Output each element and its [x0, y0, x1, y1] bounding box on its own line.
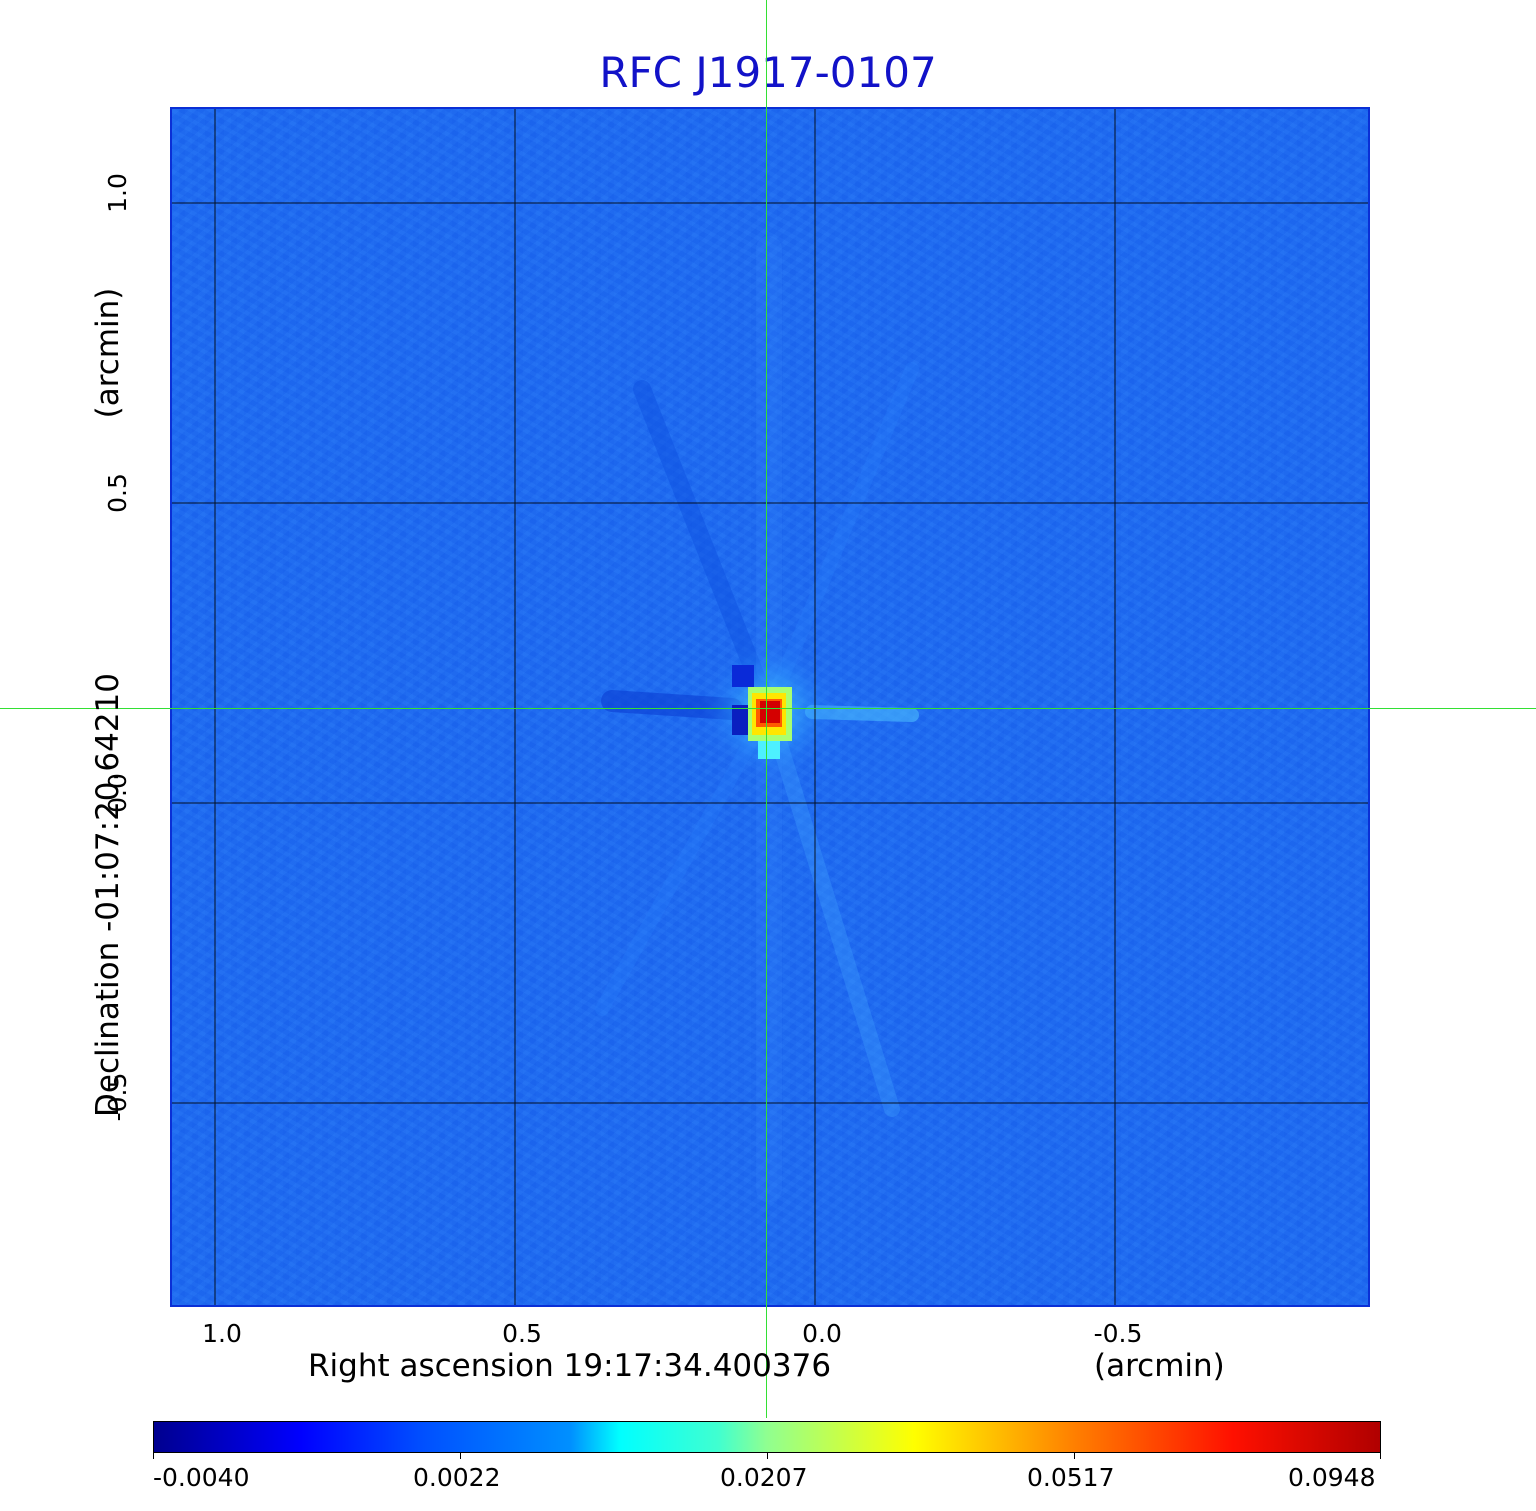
colorbar [153, 1421, 1381, 1453]
x-tick-label: 0.0 [802, 1319, 842, 1348]
coordinate-grid [172, 109, 1368, 1305]
x-tick-label: 0.5 [502, 1319, 542, 1348]
crosshair-vertical [766, 0, 767, 1418]
colorbar-label: 0.0207 [720, 1463, 808, 1492]
y-tick-label: 1.0 [103, 173, 132, 213]
x-axis-unit: (arcmin) [1094, 1348, 1225, 1384]
x-tick-label: 1.0 [202, 1319, 242, 1348]
colorbar-tick [460, 1453, 461, 1459]
colorbar-label: 0.0948 [1288, 1463, 1376, 1492]
image-title: RFC J1917-0107 [599, 48, 937, 97]
colorbar-tick [767, 1453, 768, 1459]
crosshair-horizontal [0, 708, 1536, 709]
colorbar-label: 0.0517 [1027, 1463, 1115, 1492]
x-tick-label: -0.5 [1093, 1319, 1143, 1348]
y-axis-unit: (arcmin) [90, 287, 126, 419]
y-tick-label: 0.5 [103, 473, 132, 513]
map-overlay [172, 109, 1368, 1305]
colorbar-label: -0.0040 [153, 1463, 250, 1492]
y-axis-label: Declination -01:07:20.64210 [90, 673, 126, 1117]
x-axis-label: Right ascension 19:17:34.400376 [308, 1348, 832, 1384]
colorbar-label: 0.0022 [413, 1463, 501, 1492]
bright-source [699, 641, 839, 781]
colorbar-tick [1074, 1453, 1075, 1459]
colorbar-tick [153, 1453, 154, 1459]
radio-image-map[interactable] [170, 107, 1370, 1307]
colorbar-tick [1380, 1453, 1381, 1459]
